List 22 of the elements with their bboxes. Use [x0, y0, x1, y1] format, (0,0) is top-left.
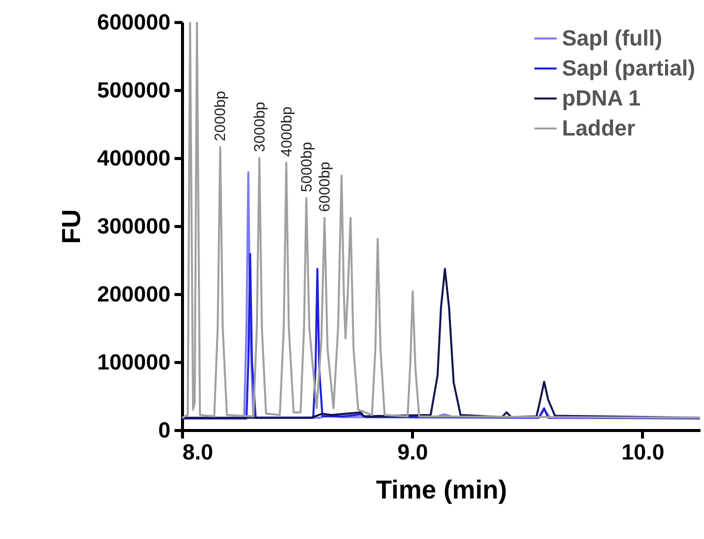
legend-label: SapI (full): [562, 26, 662, 50]
y-tick-label: 300000: [97, 214, 170, 238]
legend-label: Ladder: [562, 116, 636, 140]
y-tick-label: 200000: [97, 282, 170, 306]
y-tick-label: 500000: [97, 78, 170, 102]
x-axis-title: Time (min): [376, 474, 507, 504]
y-tick-label: 100000: [97, 350, 170, 374]
legend-label: SapI (partial): [562, 56, 696, 80]
x-tick-label: 9.0: [397, 440, 428, 464]
y-axis-title: FU: [56, 209, 86, 244]
annotation: 2000bp: [212, 91, 230, 142]
y-tick-label: 600000: [97, 10, 170, 34]
annotation: 3000bp: [251, 102, 268, 152]
annotation: 5000bp: [298, 142, 316, 192]
x-tick-label: 10.0: [622, 440, 664, 464]
legend-label: pDNA 1: [562, 86, 641, 110]
x-tick-label: 8.0: [182, 440, 214, 464]
annotation: 4000bp: [278, 106, 296, 157]
y-tick-label: 0: [158, 418, 170, 442]
y-tick-label: 400000: [97, 146, 170, 170]
annotation: 6000bp: [316, 162, 334, 212]
line-series: [182, 22, 700, 419]
